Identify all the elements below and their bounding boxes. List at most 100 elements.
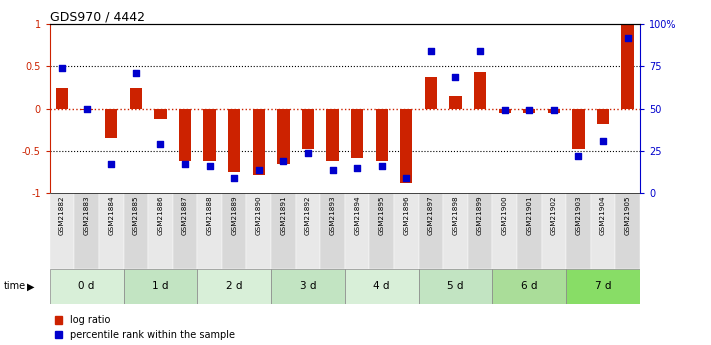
Text: GSM21895: GSM21895 xyxy=(379,196,385,235)
Text: 1 d: 1 d xyxy=(152,282,169,291)
Point xyxy=(351,165,363,170)
Bar xyxy=(252,109,265,175)
Text: GSM21882: GSM21882 xyxy=(59,196,65,235)
Text: GSM21888: GSM21888 xyxy=(207,196,213,235)
Bar xyxy=(572,109,584,149)
Bar xyxy=(443,193,468,269)
Bar xyxy=(179,109,191,161)
Point xyxy=(302,150,314,155)
Text: GSM21899: GSM21899 xyxy=(477,196,483,235)
Text: 0 d: 0 d xyxy=(78,282,95,291)
Bar xyxy=(271,269,345,304)
Bar xyxy=(277,109,289,164)
Point xyxy=(376,164,387,169)
Bar xyxy=(345,193,370,269)
Bar xyxy=(50,193,75,269)
Point xyxy=(474,48,486,54)
Point xyxy=(499,108,510,113)
Bar xyxy=(173,193,198,269)
Bar xyxy=(124,269,198,304)
Point xyxy=(253,167,264,172)
Bar xyxy=(296,193,320,269)
Text: 3 d: 3 d xyxy=(300,282,316,291)
Bar xyxy=(326,109,338,161)
Text: GSM21890: GSM21890 xyxy=(256,196,262,235)
Bar xyxy=(50,269,124,304)
Point xyxy=(523,108,535,113)
Bar xyxy=(56,88,68,109)
Bar xyxy=(547,109,560,113)
Text: GDS970 / 4442: GDS970 / 4442 xyxy=(50,10,145,23)
Bar xyxy=(351,109,363,158)
Bar xyxy=(203,109,215,161)
Point xyxy=(548,108,560,113)
Bar xyxy=(566,193,591,269)
Point xyxy=(573,153,584,159)
Text: GSM21894: GSM21894 xyxy=(354,196,360,235)
Bar xyxy=(621,24,634,109)
Bar xyxy=(394,193,419,269)
Text: GSM21885: GSM21885 xyxy=(133,196,139,235)
Bar xyxy=(370,193,394,269)
Point xyxy=(105,162,117,167)
Bar xyxy=(124,193,148,269)
Bar xyxy=(591,193,615,269)
Text: GSM21887: GSM21887 xyxy=(182,196,188,235)
Bar xyxy=(75,193,99,269)
Text: GSM21883: GSM21883 xyxy=(84,196,90,235)
Bar xyxy=(222,193,247,269)
Text: GSM21884: GSM21884 xyxy=(108,196,114,235)
Point xyxy=(130,70,141,76)
Text: 7 d: 7 d xyxy=(595,282,611,291)
Bar xyxy=(148,193,173,269)
Bar xyxy=(449,96,461,109)
Text: GSM21886: GSM21886 xyxy=(157,196,164,235)
Text: GSM21904: GSM21904 xyxy=(600,196,606,235)
Bar xyxy=(198,193,222,269)
Bar xyxy=(566,269,640,304)
Point xyxy=(228,175,240,181)
Text: GSM21893: GSM21893 xyxy=(329,196,336,235)
Point xyxy=(155,141,166,147)
Text: GSM21892: GSM21892 xyxy=(305,196,311,235)
Bar xyxy=(498,109,510,113)
Bar xyxy=(517,193,542,269)
Bar xyxy=(375,109,388,161)
Text: GSM21901: GSM21901 xyxy=(526,196,533,235)
Bar xyxy=(419,193,443,269)
Bar xyxy=(271,193,296,269)
Point xyxy=(179,162,191,167)
Bar xyxy=(198,269,271,304)
Text: GSM21898: GSM21898 xyxy=(452,196,459,235)
Point xyxy=(327,167,338,172)
Text: GSM21903: GSM21903 xyxy=(575,196,582,235)
Bar xyxy=(247,193,271,269)
Point xyxy=(278,158,289,164)
Bar xyxy=(424,77,437,109)
Bar xyxy=(301,109,314,149)
Bar xyxy=(597,109,609,124)
Point xyxy=(81,106,92,111)
Text: 5 d: 5 d xyxy=(447,282,464,291)
Bar xyxy=(400,109,412,183)
Bar xyxy=(105,109,117,138)
Text: GSM21896: GSM21896 xyxy=(403,196,410,235)
Bar xyxy=(493,193,517,269)
Text: ▶: ▶ xyxy=(27,282,35,291)
Text: time: time xyxy=(4,282,26,291)
Bar xyxy=(419,269,493,304)
Point xyxy=(597,138,609,144)
Bar xyxy=(474,72,486,109)
Text: GSM21889: GSM21889 xyxy=(231,196,237,235)
Bar xyxy=(523,109,535,113)
Point xyxy=(400,175,412,181)
Text: GSM21891: GSM21891 xyxy=(280,196,287,235)
Bar xyxy=(468,193,493,269)
Text: 2 d: 2 d xyxy=(226,282,242,291)
Bar xyxy=(542,193,566,269)
Bar xyxy=(99,193,124,269)
Point xyxy=(204,164,215,169)
Text: GSM21905: GSM21905 xyxy=(624,196,631,235)
Text: GSM21897: GSM21897 xyxy=(428,196,434,235)
Text: 6 d: 6 d xyxy=(521,282,538,291)
